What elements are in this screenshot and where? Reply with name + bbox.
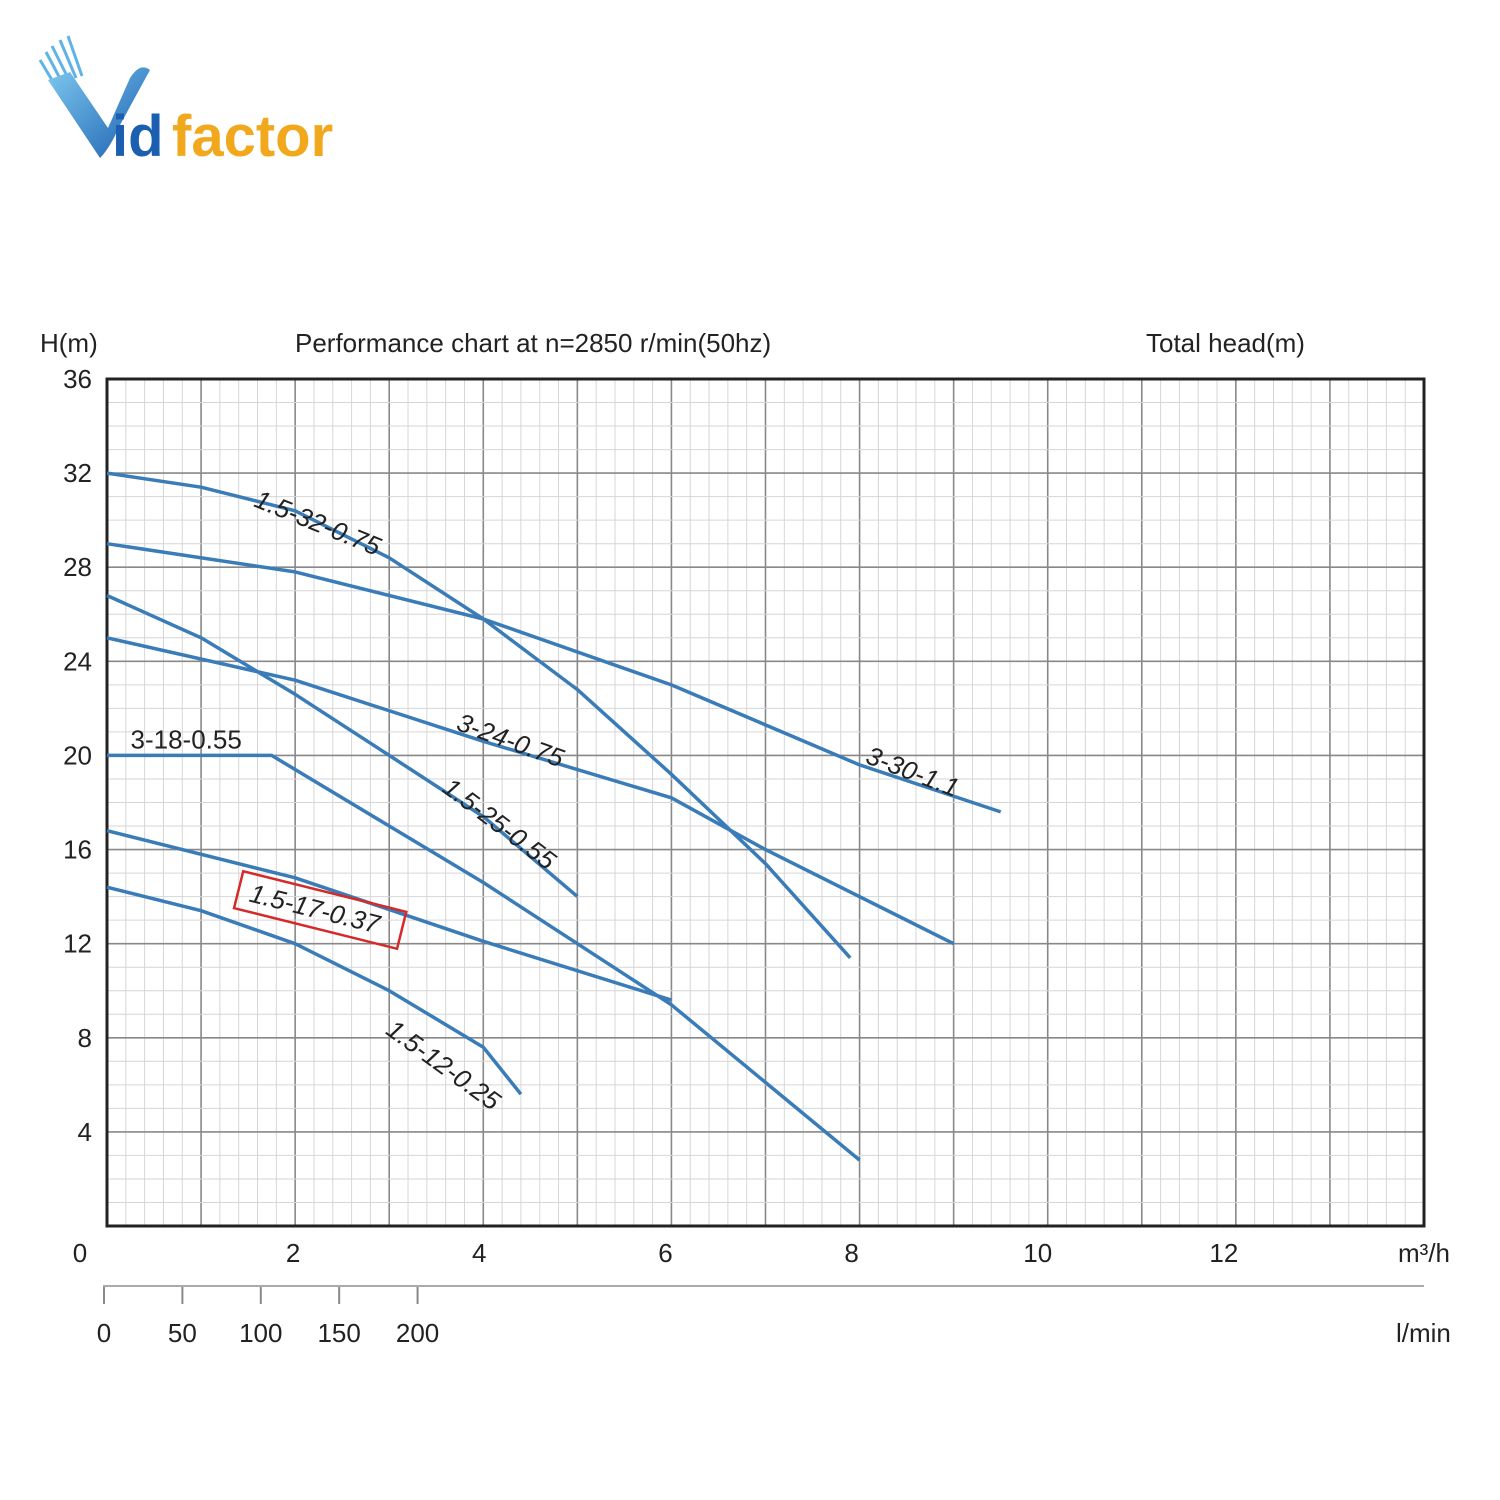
y-tick-label: 8 xyxy=(78,1023,92,1053)
series-line-1.5-17-0.37 xyxy=(106,829,672,1002)
x-axis-unit-primary: m³/h xyxy=(1398,1238,1450,1268)
chart-grid xyxy=(106,378,1425,1227)
secondary-tick-label: 200 xyxy=(396,1318,439,1348)
secondary-tick-label: 100 xyxy=(239,1318,282,1348)
y-tick-label: 4 xyxy=(78,1117,92,1147)
plot-frame xyxy=(105,377,1426,1228)
series-labels: 1.5-32-0.75 3-30-1.1 1.5-25-0.553-24-0.75 3… xyxy=(131,484,964,1117)
series-line-1.5-12-0.25 xyxy=(106,885,523,1096)
feather-icon xyxy=(38,35,84,91)
vidfactor-logo: id factor xyxy=(30,30,390,180)
series-label-3-24-0.75: 3-24-0.75 xyxy=(453,707,568,773)
v-shape xyxy=(48,67,150,158)
x-tick-label: 0 xyxy=(73,1238,87,1268)
secondary-tick-label: 150 xyxy=(317,1318,360,1348)
secondary-tick-label: 50 xyxy=(168,1318,197,1348)
y-tick-label: 16 xyxy=(63,835,92,865)
y-tick-label: 28 xyxy=(63,552,92,582)
y-tick-label: 24 xyxy=(63,646,92,676)
series-line-3-30-1.1 xyxy=(106,541,1002,814)
x-tick-label: 10 xyxy=(1023,1238,1052,1268)
highlight-box xyxy=(232,869,408,951)
y-tick-label: 20 xyxy=(63,740,92,770)
right-label: Total head(m) xyxy=(1146,328,1305,358)
y-tick-label: 12 xyxy=(63,929,92,959)
chart-series xyxy=(106,471,1002,1162)
x-tick-label: 4 xyxy=(472,1238,486,1268)
y-tick-label: 36 xyxy=(63,364,92,394)
series-line-1.5-25-0.55 xyxy=(106,593,579,898)
secondary-tick-label: 0 xyxy=(97,1318,111,1348)
x-tick-label: 12 xyxy=(1209,1238,1238,1268)
x-tick-label: 6 xyxy=(658,1238,672,1268)
logo-factor-text: factor xyxy=(172,104,333,169)
series-label-1.5-32-0.75: 1.5-32-0.75 xyxy=(251,484,386,562)
x-axis-unit-secondary: l/min xyxy=(1396,1318,1451,1348)
chart-title: Performance chart at n=2850 r/min(50hz) xyxy=(295,328,771,358)
y-tick-label: 32 xyxy=(63,458,92,488)
series-label-3-18-0.55: 3-18-0.55 xyxy=(131,724,242,754)
series-label-3-30-1.1: 3-30-1.1 xyxy=(862,740,963,803)
logo-id-text: id xyxy=(112,104,164,169)
series-line-3-18-0.55 xyxy=(107,753,861,1162)
series-label-1.5-17-0.37: 1.5-17-0.37 xyxy=(247,878,385,940)
series-label-1.5-25-0.55: 1.5-25-0.55 xyxy=(437,772,562,876)
y-axis-label: H(m) xyxy=(40,328,98,358)
series-label-1.5-12-0.25: 1.5-12-0.25 xyxy=(381,1014,507,1117)
x-tick-label: 8 xyxy=(844,1238,858,1268)
x-tick-label: 2 xyxy=(286,1238,300,1268)
series-line-3-24-0.75 xyxy=(106,636,955,946)
